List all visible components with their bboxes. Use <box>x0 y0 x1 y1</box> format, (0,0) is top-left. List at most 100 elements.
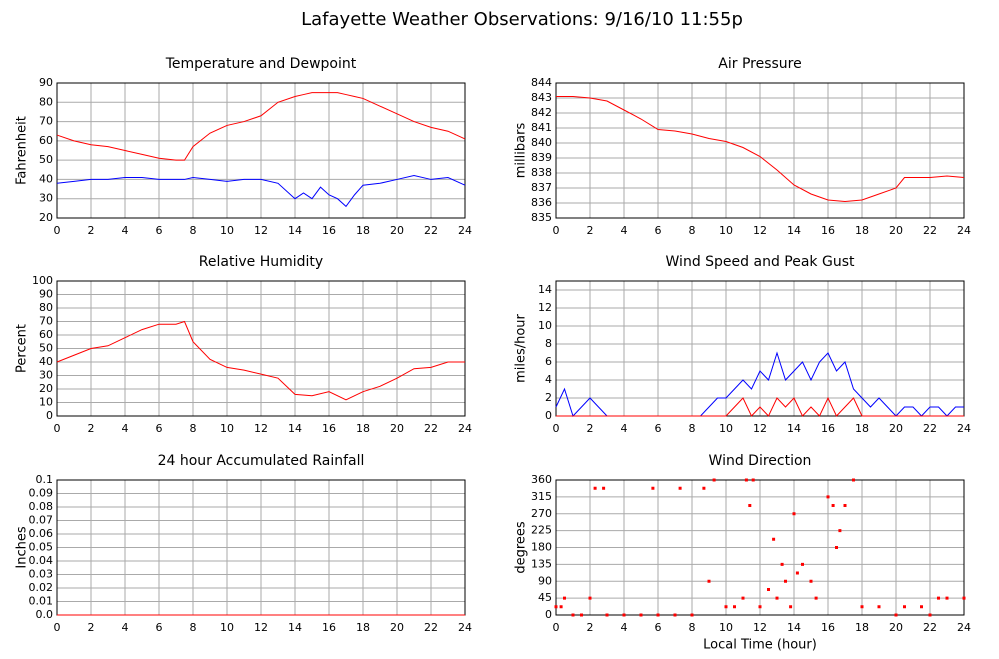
y-tick-label: 90 <box>538 574 552 587</box>
x-tick-label: 6 <box>156 224 163 237</box>
y-tick-label: 90 <box>39 76 53 89</box>
x-tick-label: 20 <box>889 224 903 237</box>
y-tick-label: 360 <box>531 473 552 486</box>
y-tick-label: 70 <box>39 315 53 328</box>
x-tick-label: 0 <box>54 621 61 634</box>
data-point <box>702 486 706 490</box>
y-tick-label: 0.01 <box>29 595 54 608</box>
y-axis-label: miles/hour <box>514 313 529 382</box>
data-point <box>903 605 906 609</box>
data-point <box>741 596 745 600</box>
x-tick-label: 8 <box>689 422 696 435</box>
data-point <box>748 504 752 507</box>
y-tick-label: 0.06 <box>29 527 54 540</box>
y-axis-label: Fahrenheit <box>15 116 30 185</box>
x-tick-label: 22 <box>923 224 937 237</box>
x-tick-label: 0 <box>553 621 560 634</box>
x-tick-label: 20 <box>390 422 404 435</box>
y-tick-label: 20 <box>39 211 53 224</box>
data-point <box>767 588 770 591</box>
data-point <box>835 546 838 549</box>
x-tick-label: 12 <box>254 621 268 634</box>
x-tick-label: 8 <box>190 621 197 634</box>
x-tick-label: 16 <box>322 422 336 435</box>
x-tick-label: 4 <box>621 621 628 634</box>
x-tick-label: 2 <box>587 224 594 237</box>
data-point <box>843 504 847 507</box>
data-point <box>801 562 804 566</box>
y-tick-label: 60 <box>39 134 53 147</box>
y-tick-label: 838 <box>531 166 552 179</box>
chart-title: Temperature and Dewpoint <box>165 56 357 72</box>
y-tick-label: 835 <box>531 211 552 224</box>
data-point <box>860 605 864 609</box>
x-tick-label: 12 <box>254 422 268 435</box>
y-tick-label: 840 <box>531 136 552 149</box>
data-point <box>945 596 949 600</box>
data-point <box>789 605 793 609</box>
x-tick-label: 8 <box>190 422 197 435</box>
data-point <box>651 486 655 490</box>
y-tick-label: 0.07 <box>29 514 54 527</box>
y-tick-label: 839 <box>531 151 552 164</box>
x-tick-label: 14 <box>787 224 801 237</box>
x-tick-label: 14 <box>288 621 302 634</box>
data-point <box>928 613 932 617</box>
x-tick-label: 10 <box>220 422 234 435</box>
x-axis-label: Local Time (hour) <box>703 638 817 653</box>
y-tick-label: 60 <box>39 328 53 341</box>
x-tick-label: 4 <box>621 422 628 435</box>
y-tick-label: 14 <box>538 283 552 296</box>
x-tick-label: 0 <box>54 422 61 435</box>
x-tick-label: 22 <box>424 224 438 237</box>
data-point <box>707 579 711 583</box>
x-tick-label: 4 <box>122 422 129 435</box>
chart-title: 24 hour Accumulated Rainfall <box>158 453 365 469</box>
x-tick-label: 18 <box>356 621 370 634</box>
x-tick-label: 4 <box>621 224 628 237</box>
data-point <box>593 486 597 490</box>
data-point <box>673 613 677 617</box>
data-point <box>690 613 694 617</box>
y-tick-label: 0.05 <box>29 541 54 554</box>
x-tick-label: 8 <box>190 224 197 237</box>
x-tick-label: 22 <box>424 621 438 634</box>
x-tick-label: 24 <box>458 621 472 634</box>
y-tick-label: 10 <box>538 319 552 332</box>
data-point <box>784 579 787 583</box>
x-tick-label: 20 <box>390 621 404 634</box>
x-tick-label: 18 <box>356 422 370 435</box>
x-tick-label: 16 <box>322 224 336 237</box>
x-tick-label: 22 <box>923 422 937 435</box>
data-point <box>559 605 563 609</box>
x-tick-label: 22 <box>923 621 937 634</box>
data-point <box>678 486 682 490</box>
y-tick-label: 100 <box>32 274 53 287</box>
x-tick-label: 6 <box>156 621 163 634</box>
x-tick-label: 18 <box>855 422 869 435</box>
plot-frame <box>555 479 965 616</box>
y-tick-label: 30 <box>39 192 53 205</box>
x-tick-label: 16 <box>821 422 835 435</box>
data-point <box>602 486 606 490</box>
y-tick-label: 45 <box>538 591 552 604</box>
data-point <box>622 613 626 617</box>
data-point <box>588 596 592 600</box>
y-tick-label: 20 <box>39 382 53 395</box>
y-tick-label: 8 <box>545 337 552 350</box>
data-point <box>838 529 842 533</box>
data-point <box>712 478 716 482</box>
y-tick-label: 0.09 <box>29 487 54 500</box>
y-tick-label: 270 <box>531 507 552 520</box>
y-tick-label: 0.03 <box>29 568 54 581</box>
x-tick-label: 12 <box>753 224 767 237</box>
data-line <box>56 92 466 161</box>
data-point <box>795 571 799 575</box>
x-tick-label: 0 <box>553 422 560 435</box>
y-tick-label: 6 <box>545 355 552 368</box>
y-tick-label: 90 <box>39 288 53 301</box>
data-point <box>656 613 660 617</box>
data-point <box>894 613 898 617</box>
data-point <box>831 504 835 507</box>
